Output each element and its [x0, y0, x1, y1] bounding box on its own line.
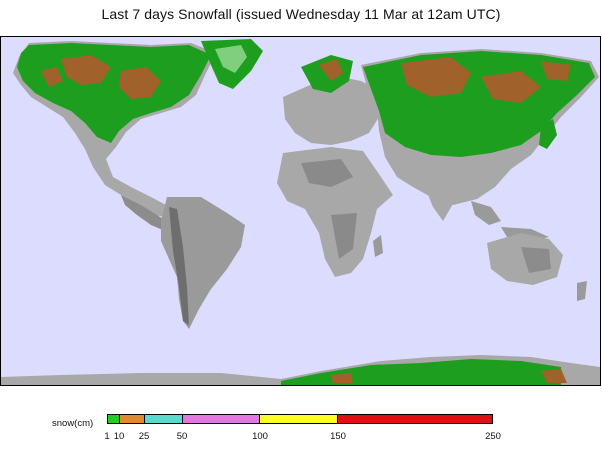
legend-segment — [337, 415, 492, 423]
andes-shade — [169, 207, 189, 325]
africa-shade — [301, 159, 357, 259]
map-title: Last 7 days Snowfall (issued Wednesday 1… — [101, 6, 501, 22]
world-map — [0, 36, 601, 386]
legend-tick-label: 50 — [176, 431, 188, 442]
legend-tick-label: 150 — [330, 431, 346, 442]
asia-snow-brown — [401, 57, 571, 103]
legend-color-bar — [107, 414, 493, 424]
north-america-snow-brown — [41, 55, 161, 99]
madagascar — [373, 235, 383, 257]
scandinavia-brown — [319, 59, 343, 81]
legend-segment — [182, 415, 261, 423]
legend-tick-label: 250 — [485, 431, 501, 442]
legend-segment — [144, 415, 183, 423]
legend-segment — [108, 415, 120, 423]
legend-segment — [119, 415, 145, 423]
legend-tick-label: 100 — [252, 431, 268, 442]
legend-label: snow(cm) — [52, 418, 94, 429]
world-map-svg — [1, 37, 600, 385]
europe — [283, 77, 381, 145]
legend: snow(cm) 1 10 25 50 100 150 250 — [0, 386, 602, 457]
new-zealand — [577, 281, 587, 301]
legend-tick-label: 25 — [138, 431, 150, 442]
legend-segment — [260, 415, 338, 423]
southeast-asia — [471, 201, 549, 241]
legend-tick-label: 1 — [104, 431, 110, 442]
greenland-light — [215, 45, 247, 73]
legend-tick-label: 10 — [113, 431, 125, 442]
india — [421, 175, 457, 221]
africa — [277, 147, 393, 277]
australia-shade — [521, 247, 551, 273]
central-america — [121, 195, 169, 231]
japan — [539, 119, 557, 149]
